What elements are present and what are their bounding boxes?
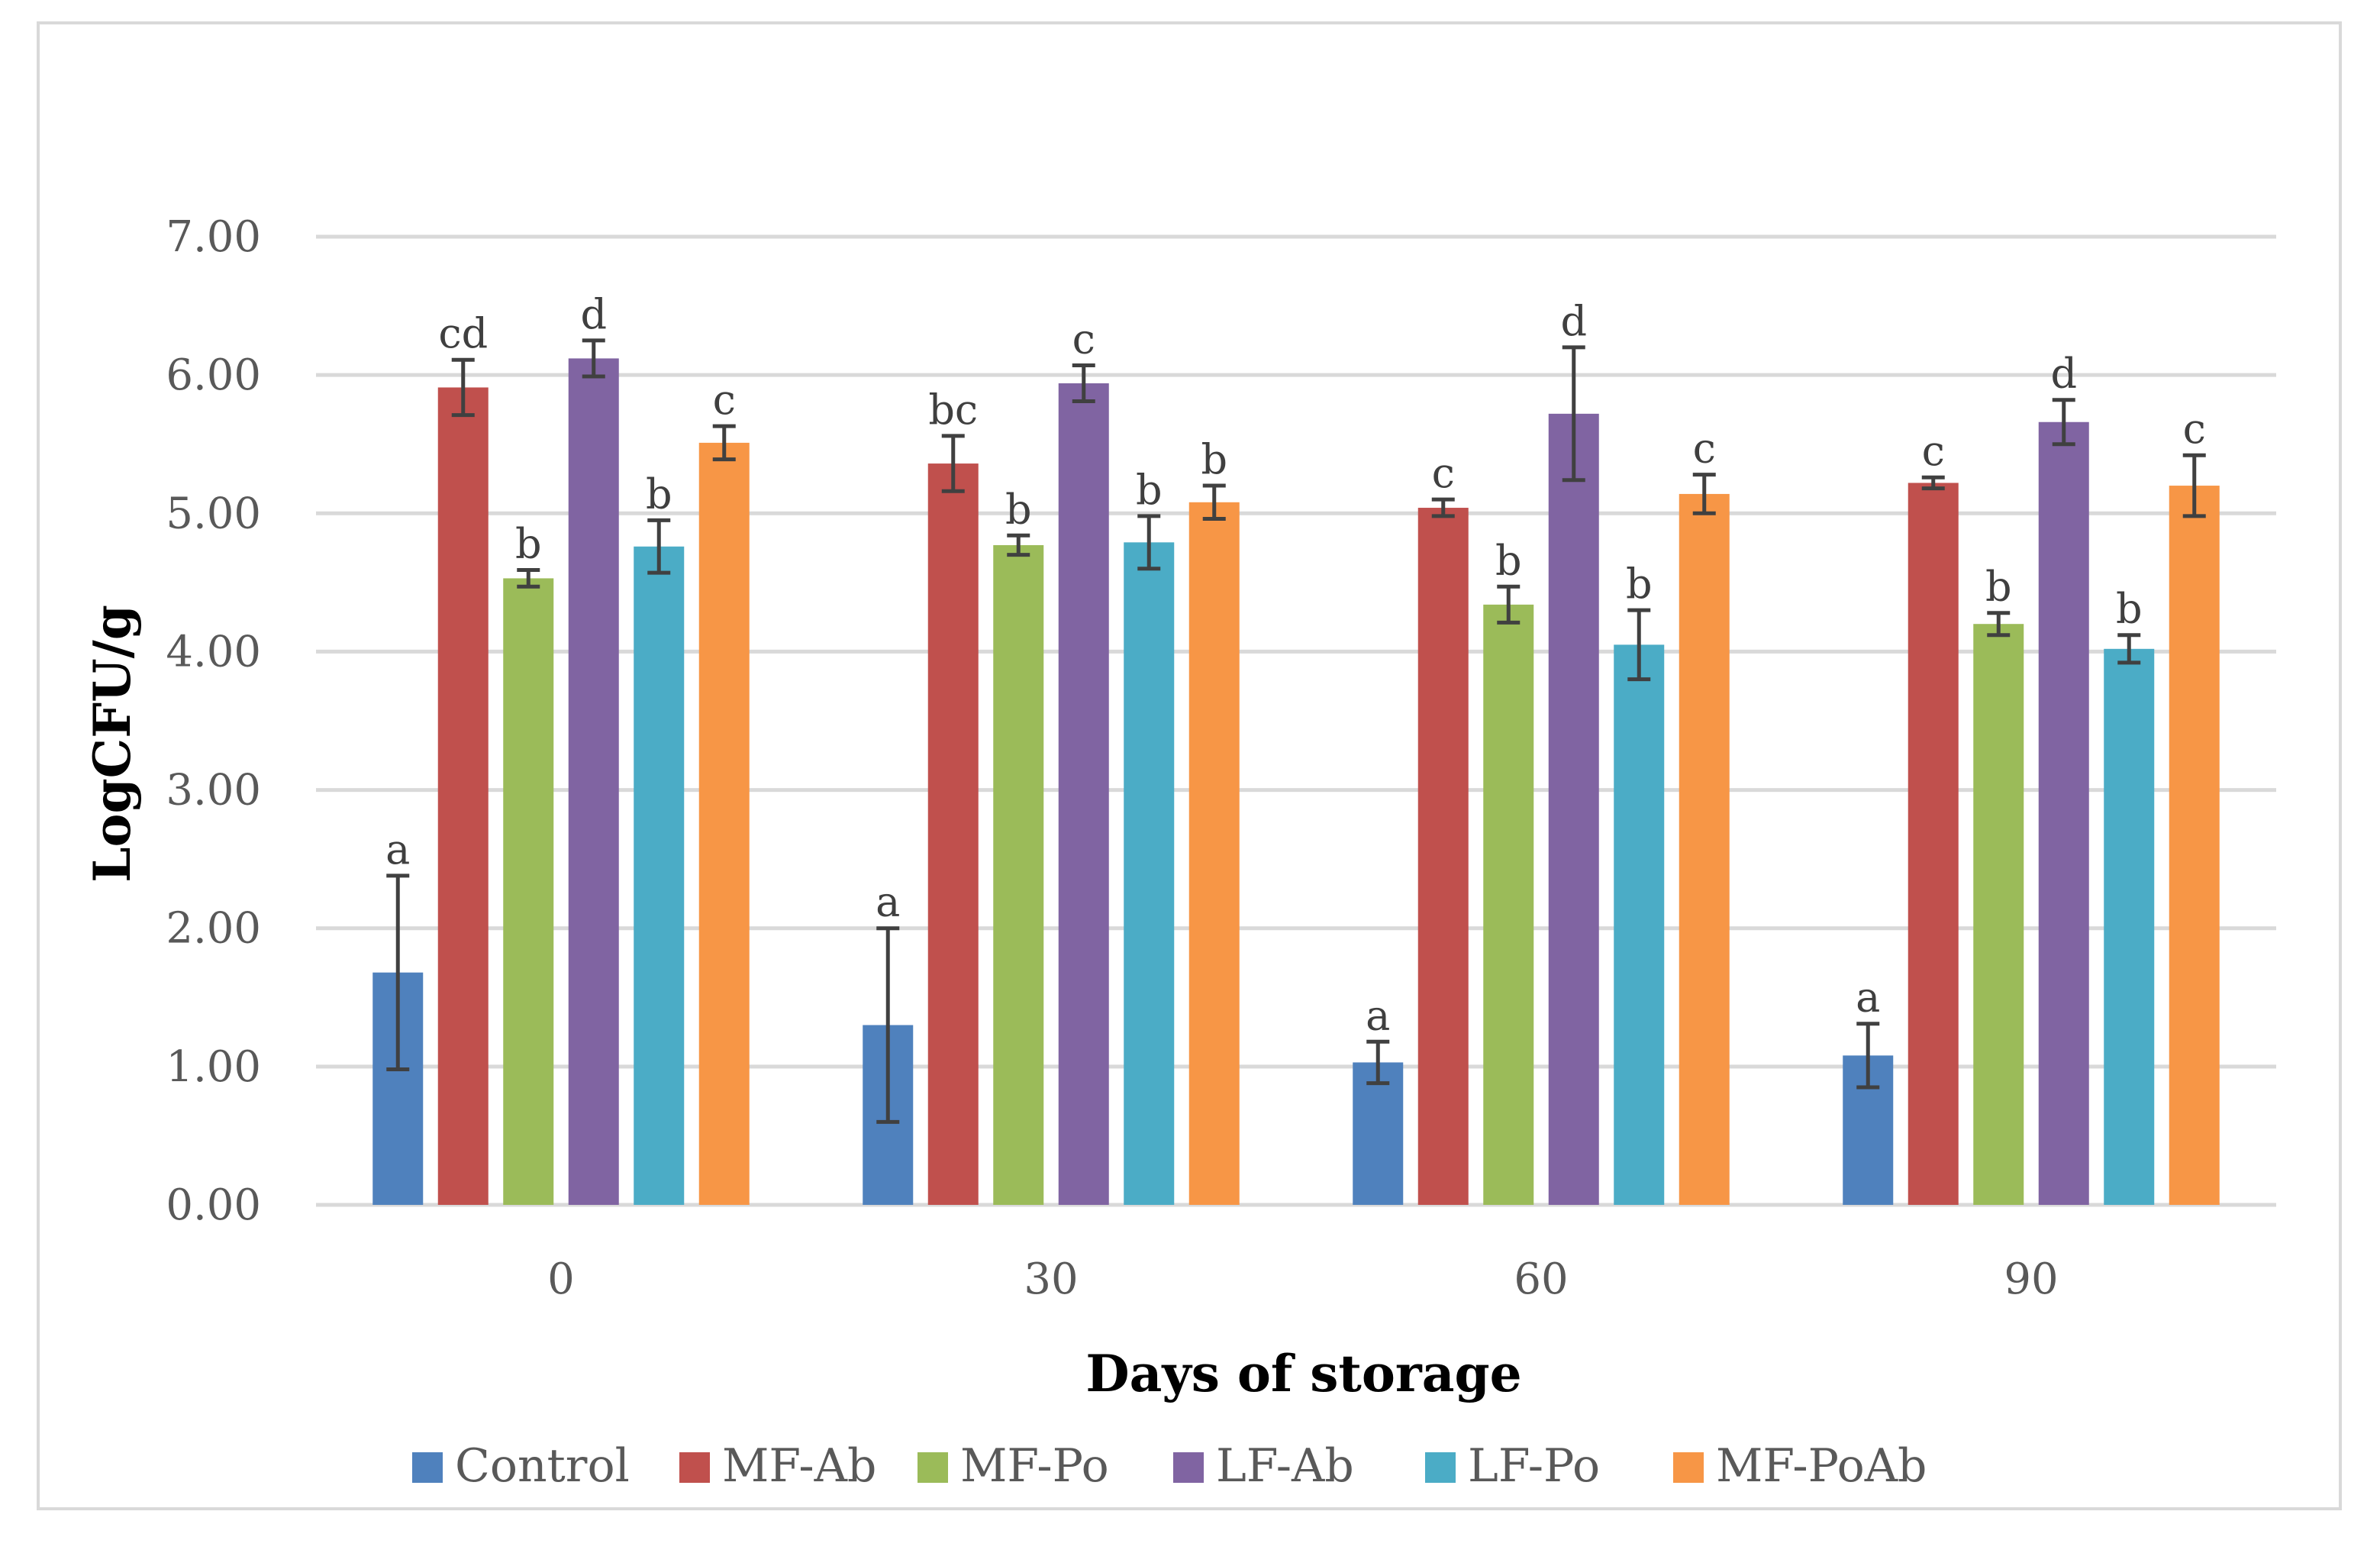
bar-lf-po-day-60 <box>1614 644 1665 1205</box>
bar-lf-po-day-30 <box>1124 542 1175 1205</box>
y-tick-labels: 0.00 1.00 2.00 3.00 4.00 5.00 6.00 7.00 <box>166 212 261 1230</box>
bar-mf-ab-day-0 <box>437 387 489 1206</box>
significance-label: b <box>1005 485 1032 533</box>
bar-lf-po-day-0 <box>634 546 685 1205</box>
legend: Control MF-Ab MF-Po LF-Ab LF-Po MF-PoAb <box>412 1439 1927 1493</box>
bar-mf-ab-day-90 <box>1908 483 1959 1205</box>
significance-label: b <box>1626 560 1653 608</box>
x-tick-label: 90 <box>2004 1255 2058 1304</box>
y-axis-title: LogCFU/g <box>82 605 142 883</box>
significance-label: d <box>1560 297 1587 345</box>
significance-label: c <box>1693 425 1716 473</box>
y-tick-label: 1.00 <box>166 1042 261 1092</box>
significance-label: b <box>515 520 542 568</box>
y-tick-label: 3.00 <box>166 766 261 815</box>
significance-label: cd <box>438 309 488 357</box>
bar-mf-poab-day-60 <box>1679 493 1730 1205</box>
bar-mf-poab-day-90 <box>2169 486 2220 1205</box>
y-tick-label: 2.00 <box>166 904 261 954</box>
significance-label: a <box>385 825 410 873</box>
legend-label: LF-Po <box>1468 1439 1600 1493</box>
legend-label: MF-Ab <box>722 1439 876 1493</box>
chart-frame: a cd b d b c a bc b c b b a c b d b c a c b d b c 0.00 1.00 2.00 3… <box>37 21 2342 1510</box>
significance-label: bc <box>928 386 978 434</box>
bar-mf-ab-day-30 <box>927 463 979 1205</box>
bar-lf-ab-day-30 <box>1058 383 1109 1205</box>
significance-label: b <box>1495 536 1522 584</box>
legend-label: Control <box>455 1439 630 1493</box>
y-tick-label: 6.00 <box>166 350 261 400</box>
legend-label: MF-PoAb <box>1716 1439 1927 1493</box>
significance-label: d <box>2050 350 2077 398</box>
significance-label: b <box>646 470 672 518</box>
legend-swatch-control <box>412 1452 443 1483</box>
legend-label: MF-Po <box>960 1439 1109 1493</box>
legend-swatch-mf-poab <box>1673 1452 1704 1483</box>
significance-label: b <box>1136 466 1163 514</box>
bar-mf-po-day-30 <box>993 544 1044 1205</box>
y-tick-label: 4.00 <box>166 627 261 677</box>
bar-mf-poab-day-0 <box>698 442 750 1205</box>
bar-lf-ab-day-60 <box>1548 413 1599 1206</box>
legend-swatch-mf-ab <box>679 1452 710 1483</box>
bar-lf-po-day-90 <box>2104 648 2155 1205</box>
significance-label: d <box>580 290 607 338</box>
x-tick-label: 60 <box>1514 1255 1568 1304</box>
significance-label: a <box>1856 974 1880 1022</box>
legend-swatch-mf-po <box>917 1452 948 1483</box>
significance-label: c <box>713 376 736 424</box>
x-tick-labels: 0 30 60 90 <box>547 1255 2058 1304</box>
x-tick-label: 30 <box>1024 1255 1078 1304</box>
y-tick-label: 0.00 <box>166 1180 261 1230</box>
bar-mf-poab-day-30 <box>1188 502 1240 1205</box>
bar-control-day-60 <box>1353 1062 1404 1205</box>
significance-label: c <box>1922 427 1945 475</box>
significance-label: c <box>1072 315 1095 363</box>
y-tick-label: 7.00 <box>166 212 261 262</box>
significance-label: b <box>1985 563 2012 611</box>
bar-mf-po-day-60 <box>1483 604 1534 1205</box>
significance-label: c <box>1432 449 1455 497</box>
x-tick-label: 0 <box>547 1255 575 1304</box>
bar-mf-po-day-0 <box>503 578 554 1205</box>
significance-label: b <box>1201 435 1227 483</box>
bar-lf-ab-day-0 <box>568 358 619 1205</box>
legend-swatch-lf-ab <box>1173 1452 1204 1483</box>
bar-mf-ab-day-60 <box>1417 508 1469 1205</box>
bars <box>372 358 2220 1206</box>
significance-label: c <box>2183 405 2206 453</box>
bar-lf-ab-day-90 <box>2038 421 2089 1205</box>
y-tick-label: 5.00 <box>166 489 261 538</box>
bar-mf-po-day-90 <box>1973 624 2024 1205</box>
significance-label: b <box>2116 585 2143 633</box>
x-axis-title: Days of storage <box>1085 1344 1521 1403</box>
significance-label: a <box>1366 991 1390 1039</box>
legend-swatch-lf-po <box>1425 1452 1456 1483</box>
error-bars <box>386 338 2206 1124</box>
legend-label: LF-Ab <box>1216 1439 1354 1493</box>
significance-label: a <box>876 878 900 926</box>
